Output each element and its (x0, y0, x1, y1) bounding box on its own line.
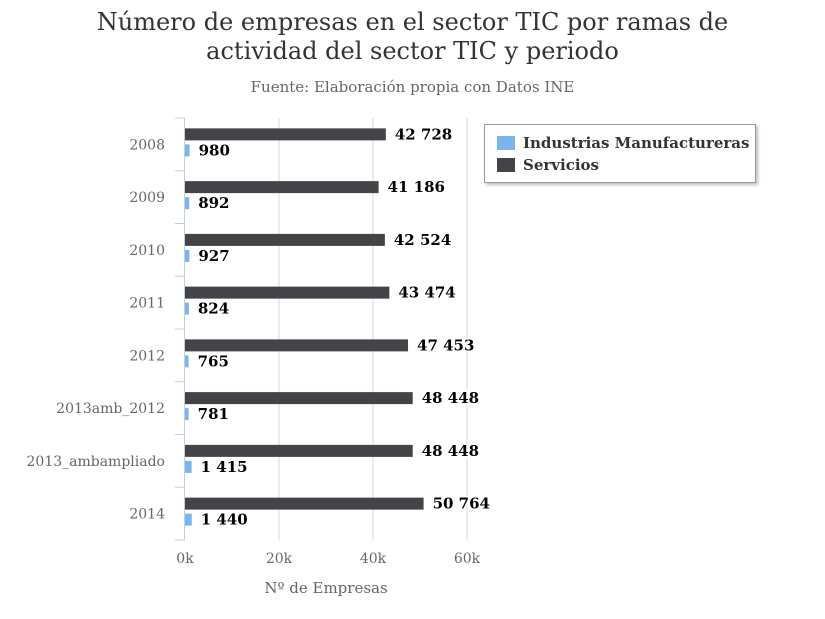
data-label-industrias: 980 (199, 141, 230, 159)
y-tick-label: 2008 (129, 137, 165, 153)
bar-industrias (185, 513, 192, 526)
bar-industrias (185, 408, 189, 421)
bar-industrias (185, 355, 189, 368)
data-label-industrias: 892 (198, 194, 229, 212)
data-label-industrias: 824 (198, 300, 229, 318)
legend-label-industrias: Industrias Manufactureras (523, 134, 750, 152)
data-label-servicios: 43 474 (398, 284, 455, 302)
data-label-servicios: 47 453 (417, 336, 474, 354)
data-label-servicios: 50 764 (433, 495, 490, 513)
bar-servicios (185, 339, 409, 352)
x-axis-title: Nº de Empresas (264, 579, 387, 597)
bar-industrias (185, 249, 190, 262)
bar-industrias (185, 302, 189, 315)
x-tick-label: 60k (454, 551, 481, 567)
data-label-servicios: 41 186 (388, 178, 445, 196)
legend-label-servicios: Servicios (523, 156, 599, 174)
y-tick-label: 2013amb_2012 (56, 401, 165, 417)
bar-industrias (185, 460, 192, 473)
data-label-industrias: 765 (198, 352, 229, 370)
data-label-industrias: 1 440 (201, 511, 248, 529)
x-tick-label: 0k (176, 551, 194, 567)
x-tick-label: 40k (360, 551, 387, 567)
data-label-servicios: 42 728 (395, 125, 452, 143)
bar-servicios (185, 392, 413, 405)
bar-industrias (185, 197, 190, 210)
bar-servicios (185, 497, 424, 510)
y-tick-label: 2013_ambampliado (27, 454, 166, 470)
chart-title-line-2: actividad del sector TIC y periodo (206, 37, 619, 65)
y-tick-label: 2011 (129, 296, 165, 312)
legend-swatch-industrias (497, 136, 515, 150)
bar-servicios (185, 286, 390, 299)
chart-title-line-1: Número de empresas en el sector TIC por … (96, 8, 729, 36)
data-label-servicios: 42 524 (394, 231, 451, 249)
legend-swatch-servicios (497, 158, 515, 172)
bar-servicios (185, 181, 379, 194)
y-tick-label: 2009 (129, 190, 165, 206)
legend-item-industrias[interactable]: Industrias Manufactureras (497, 133, 749, 153)
chart-title: Número de empresas en el sector TIC por … (0, 8, 825, 66)
bar-industrias (185, 144, 190, 157)
legend: Industrias Manufactureras Servicios (484, 124, 756, 183)
y-tick-label: 2012 (129, 348, 165, 364)
x-tick-label: 20k (266, 551, 293, 567)
bar-servicios (185, 444, 413, 457)
legend-item-servicios[interactable]: Servicios (497, 155, 599, 175)
data-label-industrias: 781 (198, 405, 229, 423)
data-label-servicios: 48 448 (422, 442, 479, 460)
data-label-servicios: 48 448 (422, 389, 479, 407)
y-tick-label: 2010 (129, 243, 165, 259)
data-label-industrias: 927 (198, 247, 229, 265)
chart-subtitle: Fuente: Elaboración propia con Datos INE (250, 78, 575, 96)
bar-servicios (185, 128, 386, 141)
y-tick-label: 2014 (129, 507, 165, 523)
data-label-industrias: 1 415 (201, 458, 248, 476)
bar-servicios (185, 233, 385, 246)
